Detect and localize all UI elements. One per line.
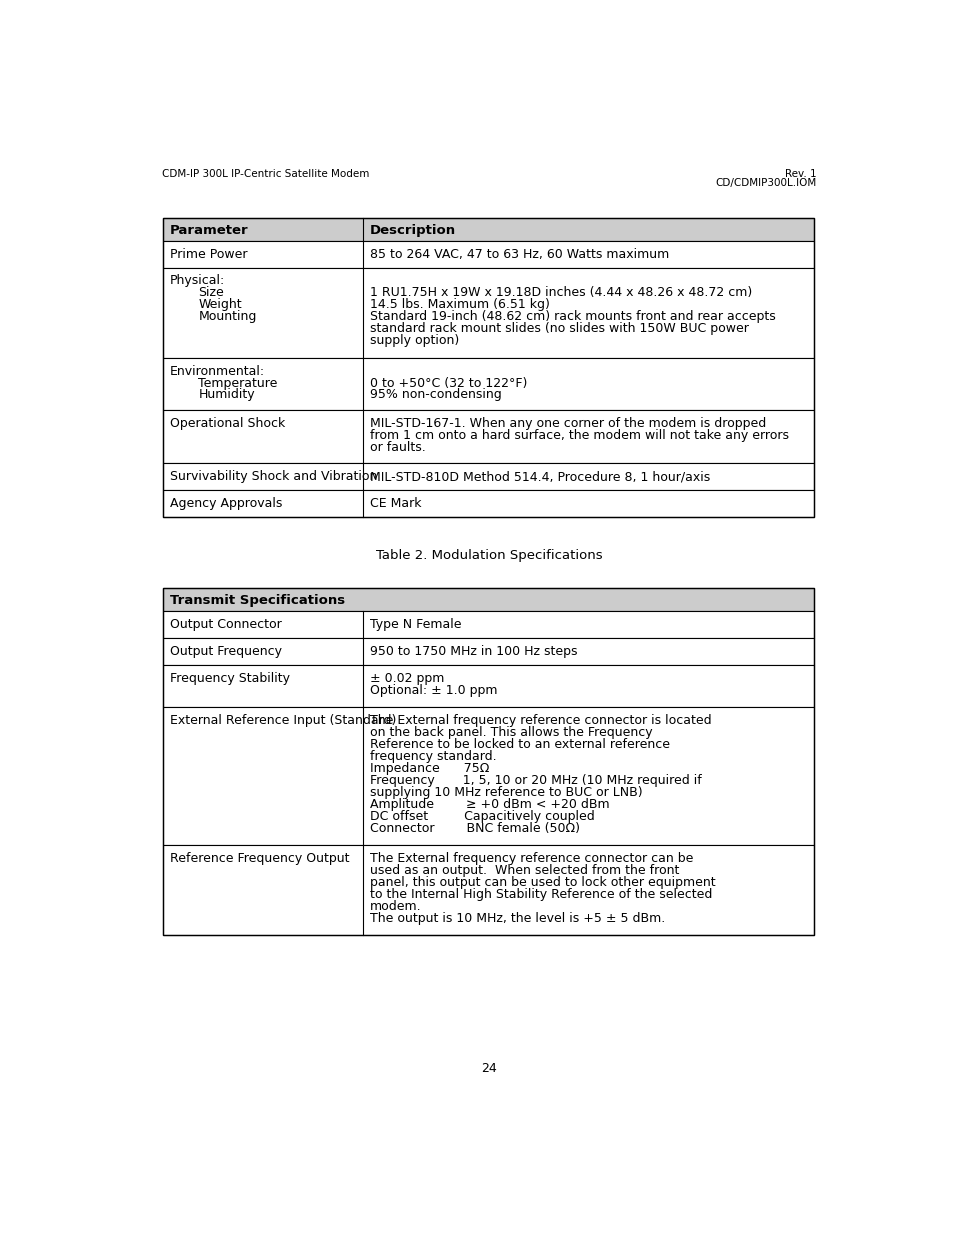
Bar [163, 268, 814, 358]
Text: MIL-STD-167-1. When any one corner of the modem is dropped: MIL-STD-167-1. When any one corner of th… [369, 417, 765, 430]
Bar [163, 588, 814, 935]
Text: Physical:: Physical: [170, 274, 225, 288]
Text: Connector        BNC female (50Ω): Connector BNC female (50Ω) [369, 821, 579, 835]
Text: Reference to be locked to an external reference: Reference to be locked to an external re… [369, 739, 669, 751]
Text: 24: 24 [480, 1062, 497, 1074]
Text: on the back panel. This allows the Frequency: on the back panel. This allows the Frequ… [369, 726, 652, 739]
Bar [163, 241, 814, 268]
Bar [163, 490, 814, 517]
Text: 0 to +50°C (32 to 122°F): 0 to +50°C (32 to 122°F) [369, 377, 526, 389]
Text: Optional: ± 1.0 ppm: Optional: ± 1.0 ppm [369, 684, 497, 697]
Text: ± 0.02 ppm: ± 0.02 ppm [369, 672, 443, 684]
Text: Output Frequency: Output Frequency [170, 645, 281, 658]
Text: or faults.: or faults. [369, 441, 425, 454]
Text: Weight: Weight [198, 299, 242, 311]
Text: supplying 10 MHz reference to BUC or LNB): supplying 10 MHz reference to BUC or LNB… [369, 785, 641, 799]
Text: Reference Frequency Output: Reference Frequency Output [170, 852, 349, 864]
Text: MIL-STD-810D Method 514.4, Procedure 8, 1 hour/axis: MIL-STD-810D Method 514.4, Procedure 8, … [369, 471, 709, 483]
Text: Type N Female: Type N Female [369, 618, 460, 631]
Bar [163, 638, 814, 664]
Text: panel, this output can be used to lock other equipment: panel, this output can be used to lock o… [369, 876, 715, 889]
Text: The output is 10 MHz, the level is +5 ± 5 dBm.: The output is 10 MHz, the level is +5 ± … [369, 911, 664, 925]
Text: supply option): supply option) [369, 335, 458, 347]
Text: 1 RU1.75H x 19W x 19.18D inches (4.44 x 48.26 x 48.72 cm): 1 RU1.75H x 19W x 19.18D inches (4.44 x … [369, 287, 751, 299]
Text: Humidity: Humidity [198, 389, 254, 401]
Text: Frequency Stability: Frequency Stability [170, 672, 290, 684]
Text: CDM-IP 300L IP-Centric Satellite Modem: CDM-IP 300L IP-Centric Satellite Modem [162, 169, 369, 179]
Text: Temperature: Temperature [198, 377, 277, 389]
Bar [163, 588, 814, 611]
Text: Output Connector: Output Connector [170, 618, 281, 631]
Text: Prime Power: Prime Power [170, 247, 247, 261]
Text: Survivability Shock and Vibration: Survivability Shock and Vibration [170, 471, 376, 483]
Bar [163, 611, 814, 638]
Text: Transmit Specifications: Transmit Specifications [170, 594, 344, 608]
Text: CE Mark: CE Mark [369, 496, 420, 510]
Text: modem.: modem. [369, 900, 421, 913]
Text: standard rack mount slides (no slides with 150W BUC power: standard rack mount slides (no slides wi… [369, 322, 748, 335]
Bar [163, 845, 814, 935]
Text: Impedance      75Ω: Impedance 75Ω [369, 762, 489, 774]
Bar [163, 217, 814, 517]
Text: DC offset         Capacitively coupled: DC offset Capacitively coupled [369, 810, 594, 823]
Text: Description: Description [369, 224, 456, 237]
Bar [163, 410, 814, 463]
Bar [163, 664, 814, 708]
Text: used as an output.  When selected from the front: used as an output. When selected from th… [369, 864, 679, 877]
Text: Frequency       1, 5, 10 or 20 MHz (10 MHz required if: Frequency 1, 5, 10 or 20 MHz (10 MHz req… [369, 774, 700, 787]
Text: Parameter: Parameter [170, 224, 248, 237]
Text: frequency standard.: frequency standard. [369, 750, 496, 763]
Text: Standard 19-inch (48.62 cm) rack mounts front and rear accepts: Standard 19-inch (48.62 cm) rack mounts … [369, 310, 775, 324]
Text: Size: Size [198, 287, 224, 299]
Text: Table 2. Modulation Specifications: Table 2. Modulation Specifications [375, 550, 601, 562]
Bar [163, 358, 814, 410]
Text: Operational Shock: Operational Shock [170, 417, 285, 430]
Bar [163, 217, 814, 241]
Text: The External frequency reference connector is located: The External frequency reference connect… [369, 714, 710, 727]
Text: from 1 cm onto a hard surface, the modem will not take any errors: from 1 cm onto a hard surface, the modem… [369, 430, 788, 442]
Text: CD/CDMIP300L.IOM: CD/CDMIP300L.IOM [715, 178, 816, 188]
Text: Environmental:: Environmental: [170, 364, 265, 378]
Text: 950 to 1750 MHz in 100 Hz steps: 950 to 1750 MHz in 100 Hz steps [369, 645, 577, 658]
Bar [163, 463, 814, 490]
Text: Rev. 1: Rev. 1 [784, 169, 816, 179]
Text: 95% non-condensing: 95% non-condensing [369, 389, 500, 401]
Text: The External frequency reference connector can be: The External frequency reference connect… [369, 852, 692, 864]
Bar [163, 708, 814, 845]
Text: 14.5 lbs. Maximum (6.51 kg): 14.5 lbs. Maximum (6.51 kg) [369, 299, 549, 311]
Text: External Reference Input (Standard): External Reference Input (Standard) [170, 714, 395, 727]
Text: 85 to 264 VAC, 47 to 63 Hz, 60 Watts maximum: 85 to 264 VAC, 47 to 63 Hz, 60 Watts max… [369, 247, 668, 261]
Text: Agency Approvals: Agency Approvals [170, 496, 282, 510]
Text: Mounting: Mounting [198, 310, 256, 324]
Text: to the Internal High Stability Reference of the selected: to the Internal High Stability Reference… [369, 888, 711, 900]
Text: Amplitude        ≥ +0 dBm < +20 dBm: Amplitude ≥ +0 dBm < +20 dBm [369, 798, 609, 810]
